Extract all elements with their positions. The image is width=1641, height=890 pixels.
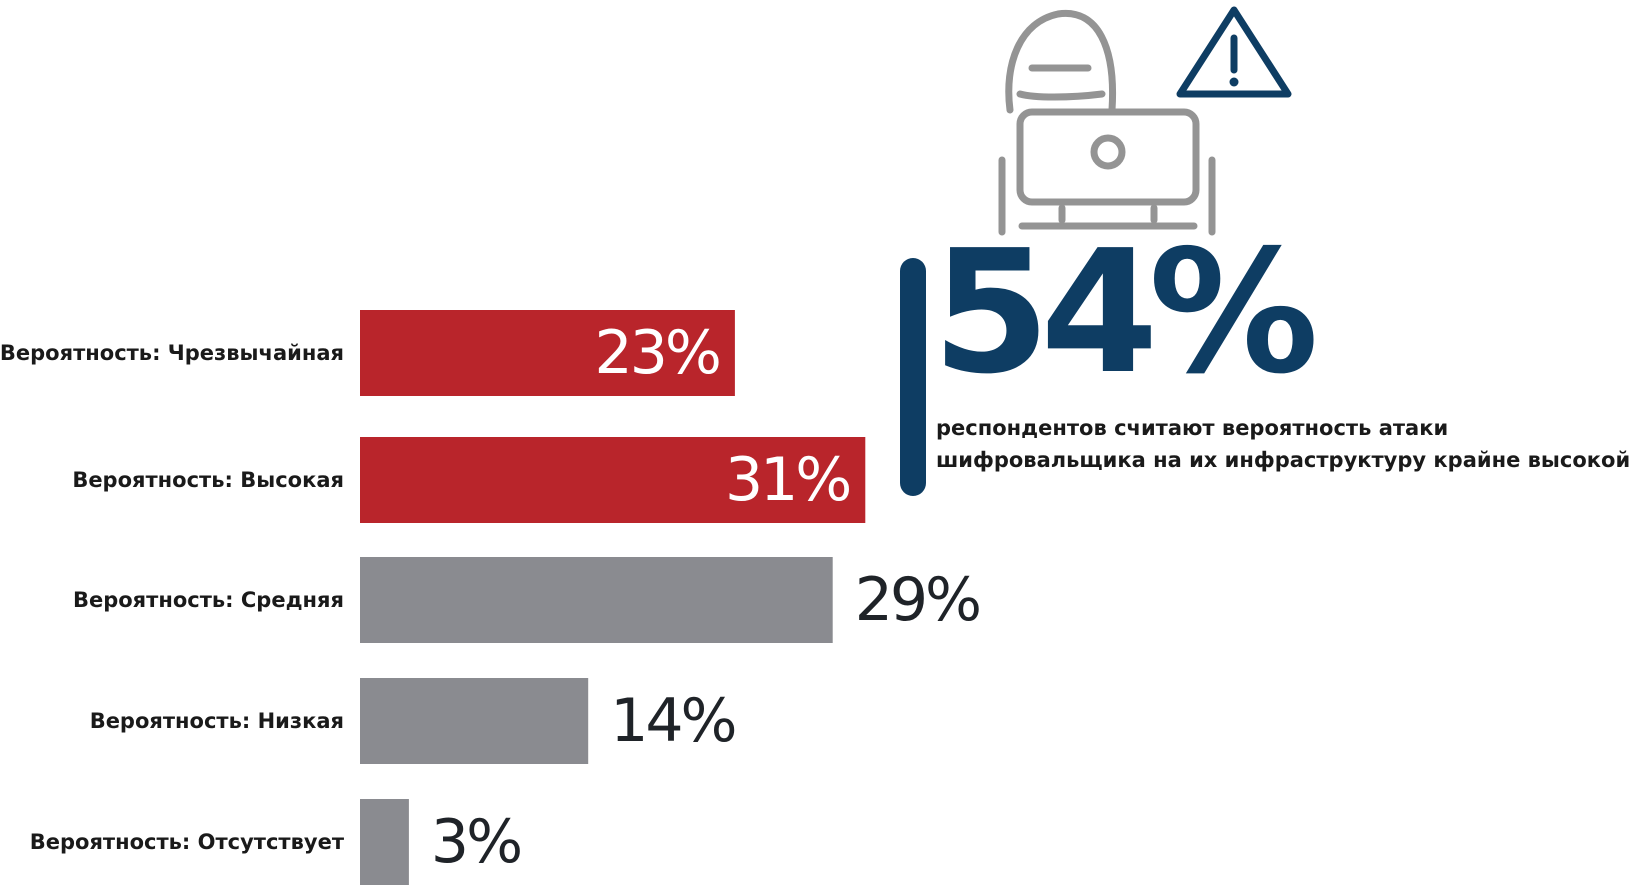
highlight-caption-line: респондентов считают вероятность атаки bbox=[936, 416, 1449, 440]
bars-group: Вероятность: Чрезвычайная 23% Вероятность:… bbox=[0, 310, 982, 885]
category-label: Вероятность: Отсутствует bbox=[30, 830, 345, 854]
category-label: Вероятность: Средняя bbox=[73, 588, 344, 612]
highlight-value: 54% bbox=[932, 214, 1319, 412]
value-label: 29% bbox=[855, 565, 979, 635]
bar bbox=[360, 557, 833, 643]
category-label: Вероятность: Низкая bbox=[90, 709, 344, 733]
bar bbox=[360, 437, 866, 523]
category-label: Вероятность: Чрезвычайная bbox=[0, 341, 344, 365]
highlight-caption: респондентов считают вероятность атаки ш… bbox=[936, 412, 1636, 476]
bar bbox=[360, 799, 409, 885]
warning-triangle-icon bbox=[1176, 6, 1292, 98]
bar bbox=[360, 310, 735, 396]
value-label: 14% bbox=[610, 686, 734, 756]
value-label: 23% bbox=[595, 318, 719, 388]
accent-rule bbox=[900, 258, 926, 496]
bar bbox=[360, 678, 589, 764]
highlight-caption-line: шифровальщика на их инфраструктуру крайн… bbox=[936, 448, 1631, 472]
value-label: 31% bbox=[725, 445, 849, 515]
category-label: Вероятность: Высокая bbox=[72, 468, 344, 492]
value-label: 3% bbox=[431, 807, 520, 877]
highlight-callout: 54% респондентов считают вероятность ата… bbox=[900, 228, 1640, 510]
hacker-laptop-icon bbox=[998, 9, 1216, 236]
